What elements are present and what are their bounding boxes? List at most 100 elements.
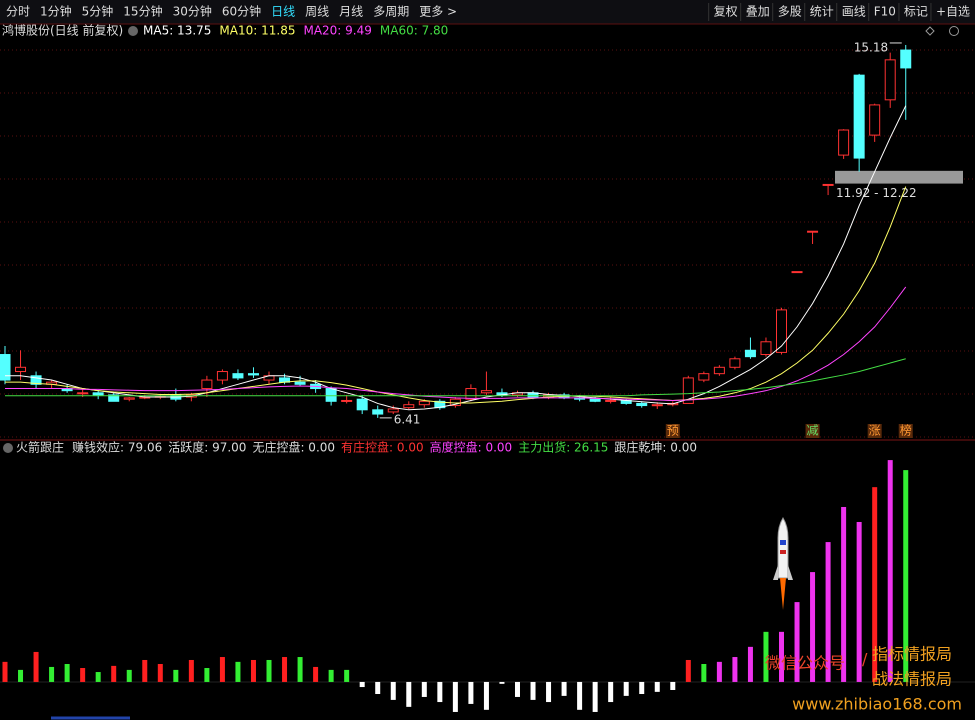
indicator-value: 赚钱效应: 79.06	[72, 440, 162, 455]
indicator-value: 无庄控盘: 0.00	[252, 440, 335, 455]
ma-line	[5, 105, 907, 411]
indicator-bar	[18, 669, 24, 682]
indicator-bar	[344, 669, 350, 682]
indicator-bar	[173, 669, 179, 682]
signal-label: 预	[667, 424, 679, 438]
signal-label: 减	[807, 424, 819, 438]
candle-body	[651, 404, 663, 407]
toolbar-item[interactable]: 多周期	[373, 5, 409, 19]
candle-body	[232, 373, 244, 379]
indicator-value: 活跃度: 97.00	[168, 440, 246, 455]
signal-box	[867, 424, 882, 438]
toolbar-item[interactable]: 更多 >	[419, 5, 457, 19]
indicator-bar	[328, 669, 334, 682]
indicator-bar	[499, 681, 505, 684]
toolbar-item[interactable]: +自选	[936, 5, 970, 19]
indicator-bar	[282, 657, 288, 682]
toolbar-item[interactable]: 60分钟	[222, 4, 261, 19]
indicator-bar	[592, 681, 598, 712]
indicator-bar	[421, 681, 427, 697]
toolbar-item[interactable]: 月线	[339, 5, 363, 19]
candle-body	[92, 392, 104, 396]
indicator-bar	[64, 663, 70, 682]
candle-body	[480, 390, 492, 394]
candle-body	[325, 388, 337, 402]
watermark-text: www.zhibiao168.com	[792, 695, 962, 714]
candle-body	[341, 399, 353, 402]
indicator-bar	[33, 651, 39, 682]
legend-entry: MA60: 7.80	[380, 24, 448, 38]
indicator-bar	[623, 681, 629, 696]
legend-entry: MA20: 9.49	[303, 24, 371, 38]
icon-minus[interactable]	[949, 26, 959, 36]
candle-body	[15, 366, 27, 373]
candle-body	[418, 400, 430, 406]
indicator-bar	[654, 681, 660, 692]
candle-body	[0, 354, 11, 381]
ma-line	[5, 186, 907, 404]
candle-body	[294, 381, 306, 385]
toolbar-item[interactable]: 分时	[6, 5, 30, 19]
indicator-bar	[841, 506, 847, 682]
candle-body	[729, 358, 741, 368]
signal-box	[805, 424, 820, 438]
indicator-bar	[732, 657, 738, 682]
indicator-bar	[2, 661, 8, 682]
candle-body	[744, 349, 756, 358]
indicator-bar	[49, 666, 55, 682]
candle-body	[30, 375, 42, 385]
toolbar-item[interactable]: 5分钟	[82, 4, 114, 19]
toolbar-item[interactable]: 叠加	[746, 5, 770, 19]
indicator-bar	[483, 681, 489, 710]
candle-body	[589, 398, 601, 402]
candle-body	[713, 366, 725, 375]
toolbar	[0, 0, 975, 24]
candle-body	[387, 408, 399, 413]
toolbar-item[interactable]: 多股	[778, 5, 802, 19]
toolbar-item[interactable]: 标记	[904, 5, 928, 19]
rocket	[773, 517, 793, 610]
toolbar-item[interactable]: 周线	[305, 5, 329, 19]
toolbar-item[interactable]: 1分钟	[40, 4, 72, 19]
candle-body	[807, 230, 819, 233]
candle-body	[698, 373, 710, 381]
watermark-text: /	[862, 650, 868, 669]
candle-body	[900, 49, 912, 69]
indicator-bar	[577, 681, 583, 710]
toolbar-item[interactable]: 15分钟	[123, 4, 162, 19]
indicator-bar	[872, 487, 878, 682]
candle-body	[869, 104, 881, 136]
toolbar-item[interactable]: 日线	[271, 5, 295, 19]
indicator-bar	[111, 665, 117, 682]
toolbar-item[interactable]: F10	[874, 5, 896, 19]
signal-label: 涨	[869, 423, 881, 438]
indicator-bar	[219, 657, 225, 682]
indicator-bar	[250, 659, 256, 682]
indicator-bar	[608, 681, 614, 703]
signal-box	[898, 424, 913, 438]
indicator-bar	[747, 646, 753, 682]
toolbar-item[interactable]: 画线	[842, 5, 866, 19]
panel-icon[interactable]	[128, 26, 138, 36]
toolbar-item[interactable]: 复权	[714, 5, 738, 19]
indicator-bar	[779, 631, 784, 682]
indicator-bar	[639, 681, 645, 695]
indicator-bar	[142, 659, 148, 682]
candle-body	[356, 398, 368, 411]
panel-icon[interactable]	[3, 443, 13, 453]
indicator-bar	[80, 668, 86, 682]
toolbar-item[interactable]: 统计	[810, 5, 834, 19]
indicator-bar	[126, 669, 132, 682]
toolbar-item[interactable]: 30分钟	[173, 4, 212, 19]
candle-body	[247, 373, 259, 376]
indicator-bar	[157, 663, 163, 682]
indicator-bar	[903, 470, 909, 682]
watermark-text: 战法情报局	[872, 670, 952, 689]
icon-diamond[interactable]	[925, 26, 935, 36]
indicator-bar	[763, 631, 769, 682]
candle-body	[216, 371, 228, 381]
candle-body	[760, 341, 772, 356]
indicator-bar	[670, 681, 676, 690]
